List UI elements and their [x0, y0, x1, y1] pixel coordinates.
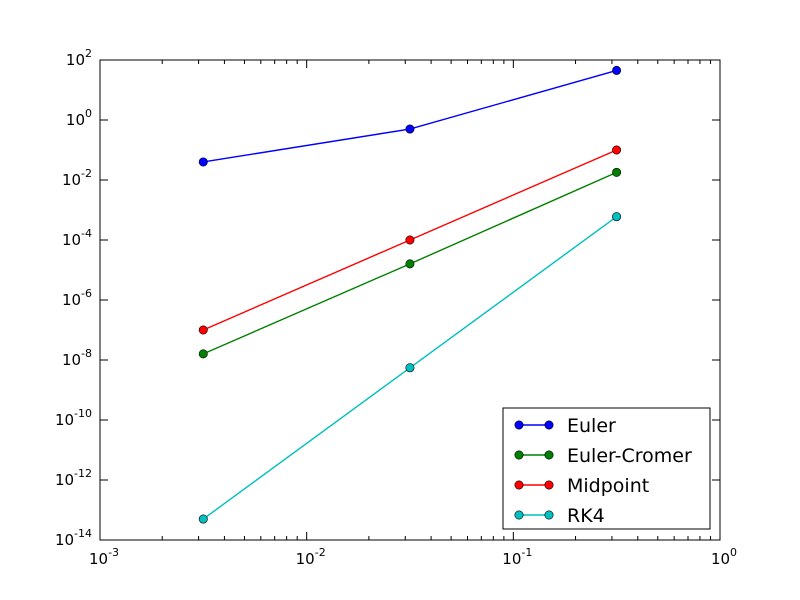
- legend-marker-euler-cromer-start: [514, 450, 524, 460]
- legend-label-euler: Euler: [567, 415, 616, 437]
- legend-marker-midpoint-end: [544, 480, 554, 490]
- legend-marker-euler-end: [544, 420, 554, 430]
- x-tick-label-0: 10-3: [89, 546, 119, 568]
- data-point-euler-2: [612, 65, 622, 75]
- legend-label-midpoint: Midpoint: [567, 475, 649, 497]
- data-point-rk4-2: [612, 212, 622, 222]
- legend-label-euler-cromer: Euler-Cromer: [567, 445, 692, 467]
- x-tick-label-1: 10-2: [296, 546, 326, 568]
- y-tick-label-5: 10-4: [62, 227, 92, 249]
- y-tick-label-4: 10-6: [62, 287, 92, 309]
- y-tick-label-6: 10-2: [62, 167, 92, 189]
- y-tick-label-1: 10-12: [55, 467, 92, 489]
- y-tick-label-2: 10-10: [55, 407, 92, 429]
- legend-marker-euler-start: [514, 420, 524, 430]
- data-point-euler-cromer-1: [405, 259, 415, 269]
- legend-marker-euler-cromer-end: [544, 450, 554, 460]
- y-tick-label-8: 102: [66, 47, 92, 69]
- data-point-midpoint-2: [612, 145, 622, 155]
- legend-box: [502, 407, 711, 530]
- x-tick-label-2: 10-1: [502, 546, 532, 568]
- legend-marker-rk4-end: [544, 510, 554, 520]
- y-tick-label-7: 100: [66, 107, 92, 129]
- legend-label-rk4: RK4: [567, 505, 605, 527]
- y-tick-label-0: 10-14: [55, 527, 92, 549]
- data-point-rk4-1: [405, 363, 415, 373]
- axis-ticks: 10-3 10-2 10-1 100 10-14 10-12 10-10 10-8 10-6 10…: [55, 47, 737, 568]
- data-point-euler-cromer-0: [198, 349, 208, 359]
- legend-marker-rk4-start: [514, 510, 524, 520]
- data-point-euler-cromer-2: [612, 167, 622, 177]
- x-tick-label-3: 100: [711, 546, 737, 568]
- data-point-midpoint-1: [405, 235, 415, 245]
- plot-marks: [198, 65, 622, 524]
- data-point-midpoint-0: [198, 325, 208, 335]
- data-point-euler-0: [198, 157, 208, 167]
- data-point-rk4-0: [198, 514, 208, 524]
- legend-marker-midpoint-start: [514, 480, 524, 490]
- data-point-euler-1: [405, 124, 415, 134]
- legend: Euler Euler-Cromer Midpoint RK4: [502, 407, 711, 530]
- y-tick-label-3: 10-8: [62, 347, 92, 369]
